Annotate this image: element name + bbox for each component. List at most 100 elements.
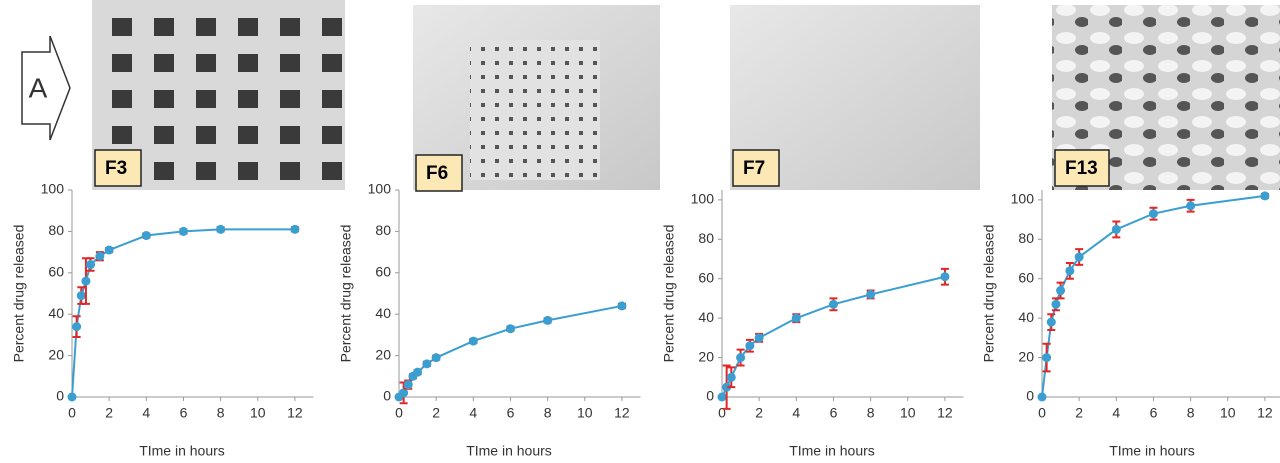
x-tick-label: 8 [544,405,552,421]
photo-detail [470,40,600,180]
data-point [403,380,413,390]
data-point [216,224,226,234]
x-tick-label: 4 [469,405,477,421]
x-tick-label: 6 [507,405,515,421]
data-point [422,359,432,369]
data-point [1260,191,1270,201]
data-point [543,315,553,325]
data-point [86,260,96,270]
data-point [726,372,736,382]
x-tick-label: 8 [867,405,875,421]
y-tick-label: 100 [368,181,392,197]
x-tick-label: 10 [1220,405,1236,421]
data-point [178,226,188,236]
data-point [1051,299,1061,309]
x-axis-title: TIme in hours [466,443,552,459]
data-point [95,251,105,261]
data-point [1065,266,1075,276]
data-point [413,367,423,377]
data-line [71,228,295,398]
data-line [1041,194,1266,398]
y-tick-label: 60 [1018,269,1034,285]
y-tick-label: 100 [691,191,715,207]
x-tick-label: 2 [105,405,113,421]
data-point [505,324,515,334]
data-line [721,275,946,398]
x-tick-label: 10 [250,405,266,421]
data-point [1042,353,1052,363]
label-box [415,154,463,192]
x-tick-label: 12 [937,405,953,421]
x-tick-label: 12 [614,405,630,421]
label-box [732,149,780,187]
y-tick-label: 60 [48,264,64,280]
data-point [72,322,82,332]
data-point [717,392,727,402]
data-point [76,291,86,301]
y-tick-label: 80 [698,230,714,246]
data-point [67,392,77,402]
data-point [754,333,764,343]
data-point [1037,392,1047,402]
y-tick-label: 60 [375,264,391,280]
formulation-label: F3 [105,158,127,179]
x-tick-label: 4 [1112,405,1120,421]
y-tick-label: 0 [1026,388,1034,404]
y-tick-label: 80 [375,222,391,238]
x-axis-title: TIme in hours [789,443,875,459]
x-tick-label: 0 [68,405,76,421]
data-point [1056,286,1066,296]
data-point [1148,209,1158,219]
data-point [81,276,91,286]
label-box [94,149,142,187]
y-tick-label: 20 [48,346,64,362]
data-point [290,224,300,234]
y-tick-label: 100 [1011,191,1035,207]
data-point [1186,201,1196,211]
x-tick-label: 4 [142,405,150,421]
y-axis-title: Percent drug released [11,225,27,363]
y-tick-label: 60 [698,269,714,285]
x-tick-label: 6 [1150,405,1158,421]
data-point [791,313,801,323]
data-line [398,304,623,398]
y-axis-title: Percent drug released [661,225,677,363]
x-tick-label: 0 [1038,405,1046,421]
y-tick-label: 0 [383,388,391,404]
y-tick-label: 40 [375,305,391,321]
data-point [399,388,409,398]
data-point [617,301,627,311]
panel-arrow: A [21,35,71,141]
x-tick-label: 10 [577,405,593,421]
x-tick-label: 2 [432,405,440,421]
x-tick-label: 0 [395,405,403,421]
x-tick-label: 6 [830,405,838,421]
y-tick-label: 0 [706,388,714,404]
y-tick-label: 100 [41,181,65,197]
y-axis-title: Percent drug released [981,225,997,363]
data-point [1046,317,1056,327]
y-tick-label: 20 [375,346,391,362]
y-tick-label: 0 [56,388,64,404]
data-point [722,382,732,392]
data-point [736,353,746,363]
y-tick-label: 20 [698,348,714,364]
data-point [468,336,478,346]
y-tick-label: 20 [1018,348,1034,364]
y-tick-label: 80 [1018,230,1034,246]
data-point [1111,224,1121,234]
data-point [104,245,114,255]
y-tick-label: 40 [48,305,64,321]
panel-label: A [29,72,48,103]
x-tick-label: 4 [792,405,800,421]
x-tick-label: 10 [900,405,916,421]
x-tick-label: 12 [287,405,303,421]
x-tick-label: 2 [755,405,763,421]
x-tick-label: 0 [718,405,726,421]
x-tick-label: 8 [217,405,225,421]
label-box [1054,149,1110,187]
y-tick-label: 40 [1018,309,1034,325]
formulation-label: F7 [743,158,765,179]
data-point [1074,252,1084,262]
